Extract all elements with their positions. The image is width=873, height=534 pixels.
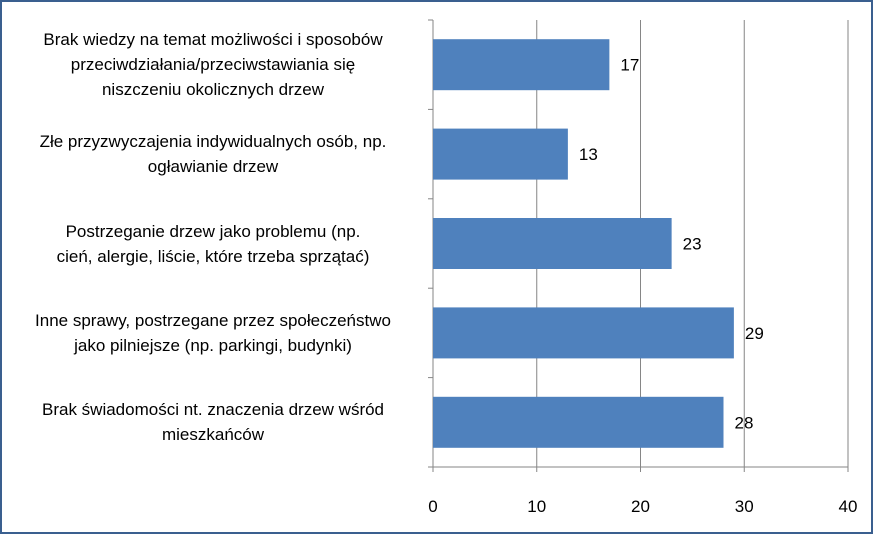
x-tick-label: 20 [631, 497, 650, 516]
bar-value-label: 28 [735, 413, 754, 432]
bar [433, 396, 724, 448]
x-tick-label: 0 [428, 497, 437, 516]
category-label-line: jako pilniejsze (np. parkingi, budynki) [74, 335, 352, 355]
category-label: Inne sprawy, postrzegane przez społeczeń… [8, 308, 418, 358]
category-label-line: przeciwdziałania/przeciwstawiania się [70, 55, 356, 75]
category-label-line: niszczeniu okolicznych drzew [101, 80, 325, 100]
bar-value-label: 29 [745, 324, 764, 343]
category-label-line: Brak świadomości nt. znaczenia drzew wśr… [41, 400, 385, 420]
bar-value-label: 13 [579, 145, 598, 164]
category-label: Złe przyzwyczajenia indywidualnych osób,… [8, 129, 418, 179]
category-label: Brak świadomości nt. znaczenia drzew wśr… [8, 397, 418, 447]
bar [433, 218, 672, 269]
category-label-line: cień, alergie, liście, które trzeba sprz… [56, 246, 370, 266]
category-label-line: Inne sprawy, postrzegane przez społeczeń… [35, 310, 391, 330]
category-label: Brak wiedzy na temat możliwości i sposob… [8, 27, 418, 102]
category-label-line: Postrzeganie drzew jako problemu (np. [65, 221, 361, 241]
bar [433, 128, 568, 180]
category-label-line: mieszkańców [161, 425, 265, 445]
x-tick-label: 40 [839, 497, 858, 516]
bar [433, 307, 734, 359]
category-label-line: Złe przyzwyczajenia indywidualnych osób,… [39, 132, 387, 152]
category-label: Postrzeganie drzew jako problemu (np. cie… [8, 219, 418, 269]
category-label-line: Brak wiedzy na temat możliwości i sposob… [43, 30, 383, 50]
category-label-line: ogławianie drzew [147, 157, 279, 177]
x-tick-label: 10 [527, 497, 546, 516]
bar-value-label: 23 [683, 235, 702, 254]
bar-value-label: 17 [620, 56, 639, 75]
x-tick-label: 30 [735, 497, 754, 516]
bar [433, 39, 610, 91]
